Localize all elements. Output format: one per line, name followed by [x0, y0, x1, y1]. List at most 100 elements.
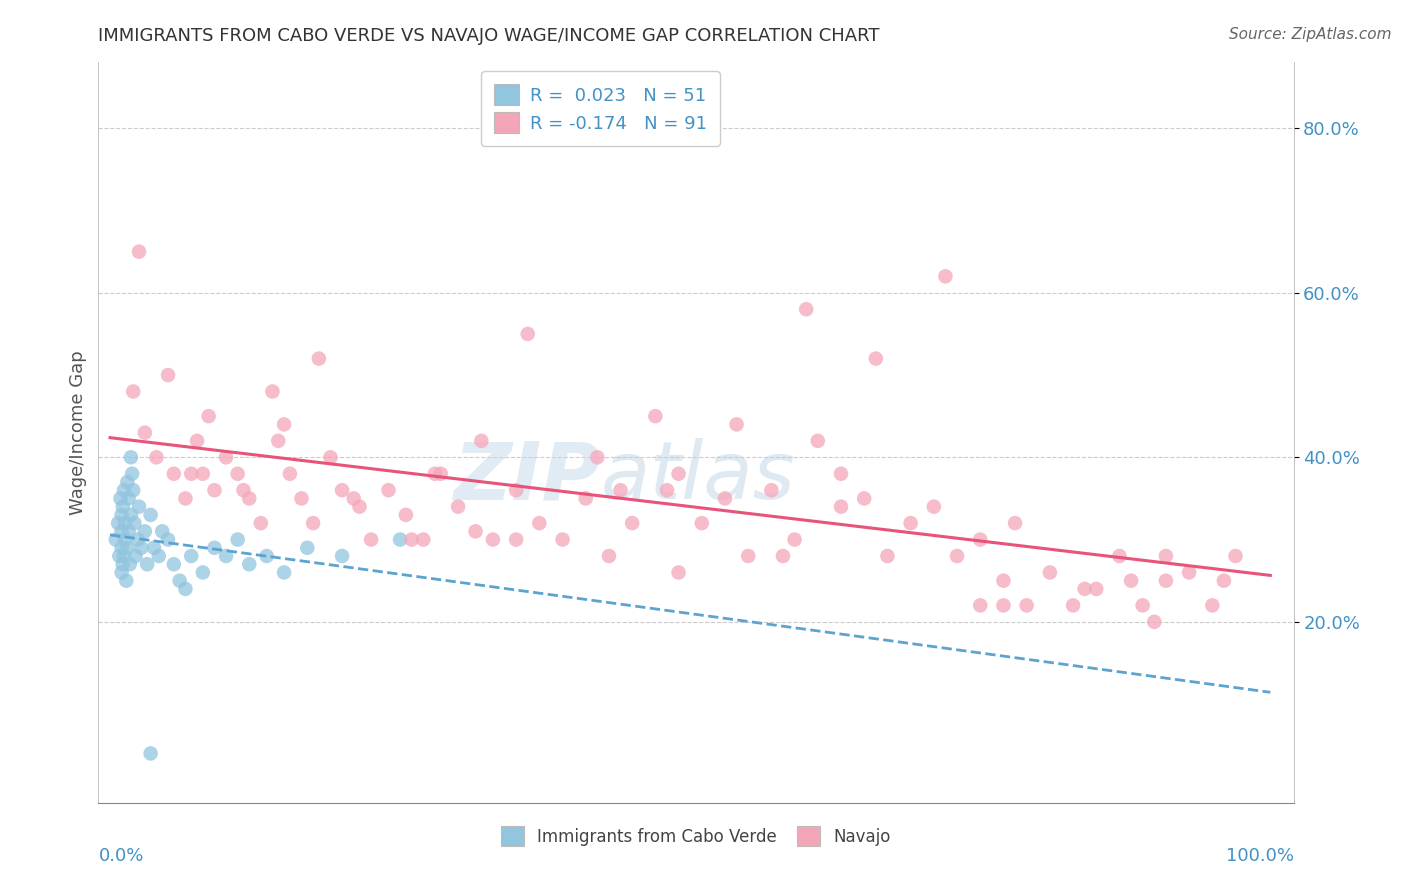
Point	[104, 533, 127, 547]
Point	[238, 491, 260, 506]
Point	[120, 450, 142, 465]
Point	[174, 582, 197, 596]
Point	[267, 434, 290, 448]
Point	[1073, 582, 1095, 596]
Point	[226, 467, 249, 481]
Point	[117, 475, 139, 489]
Point	[690, 516, 713, 530]
Point	[319, 450, 342, 465]
Point	[1201, 599, 1223, 613]
Point	[111, 566, 134, 580]
Point	[401, 533, 423, 547]
Point	[215, 549, 238, 563]
Point	[145, 450, 167, 465]
Point	[1143, 615, 1166, 629]
Point	[124, 549, 146, 563]
Point	[157, 368, 180, 382]
Point	[761, 483, 783, 498]
Point	[505, 533, 527, 547]
Point	[191, 467, 214, 481]
Point	[111, 524, 134, 539]
Point	[124, 516, 146, 530]
Point	[197, 409, 219, 424]
Point	[429, 467, 451, 481]
Point	[644, 409, 666, 424]
Point	[112, 549, 135, 563]
Point	[262, 384, 284, 399]
Point	[993, 599, 1015, 613]
Point	[505, 483, 527, 498]
Point	[482, 533, 505, 547]
Point	[117, 491, 139, 506]
Point	[922, 500, 945, 514]
Point	[876, 549, 898, 563]
Point	[134, 524, 156, 539]
Point	[163, 467, 186, 481]
Text: ZIP: ZIP	[453, 438, 600, 516]
Point	[1004, 516, 1026, 530]
Legend: Immigrants from Cabo Verde, Navajo: Immigrants from Cabo Verde, Navajo	[489, 814, 903, 857]
Point	[107, 516, 129, 530]
Point	[232, 483, 254, 498]
Point	[865, 351, 887, 366]
Point	[278, 467, 301, 481]
Point	[117, 524, 139, 539]
Point	[204, 541, 226, 555]
Point	[1108, 549, 1130, 563]
Point	[302, 516, 325, 530]
Point	[180, 549, 202, 563]
Text: atlas: atlas	[600, 438, 796, 516]
Point	[1154, 549, 1177, 563]
Point	[1178, 566, 1201, 580]
Point	[598, 549, 620, 563]
Y-axis label: Wage/Income Gap: Wage/Income Gap	[69, 351, 87, 515]
Point	[395, 508, 418, 522]
Text: Source: ZipAtlas.com: Source: ZipAtlas.com	[1229, 27, 1392, 42]
Point	[114, 516, 136, 530]
Point	[969, 533, 991, 547]
Text: 0.0%: 0.0%	[98, 847, 143, 865]
Point	[360, 533, 382, 547]
Point	[139, 508, 162, 522]
Point	[1085, 582, 1108, 596]
Point	[412, 533, 434, 547]
Point	[725, 417, 748, 432]
Point	[470, 434, 492, 448]
Point	[551, 533, 574, 547]
Point	[807, 434, 830, 448]
Point	[464, 524, 486, 539]
Point	[969, 599, 991, 613]
Point	[115, 574, 138, 588]
Point	[1062, 599, 1084, 613]
Point	[772, 549, 794, 563]
Point	[853, 491, 876, 506]
Point	[112, 483, 135, 498]
Point	[349, 500, 371, 514]
Point	[128, 500, 150, 514]
Point	[191, 566, 214, 580]
Point	[447, 500, 470, 514]
Point	[993, 574, 1015, 588]
Point	[389, 533, 412, 547]
Point	[737, 549, 759, 563]
Point	[169, 574, 191, 588]
Point	[128, 244, 150, 259]
Point	[148, 549, 170, 563]
Point	[946, 549, 969, 563]
Point	[250, 516, 273, 530]
Point	[423, 467, 446, 481]
Point	[668, 566, 690, 580]
Point	[111, 508, 134, 522]
Point	[273, 566, 295, 580]
Point	[377, 483, 399, 498]
Point	[290, 491, 312, 506]
Point	[330, 549, 353, 563]
Point	[136, 558, 159, 572]
Point	[180, 467, 202, 481]
Point	[121, 467, 143, 481]
Point	[226, 533, 249, 547]
Point	[163, 558, 186, 572]
Point	[131, 541, 153, 555]
Point	[1212, 574, 1234, 588]
Point	[668, 467, 690, 481]
